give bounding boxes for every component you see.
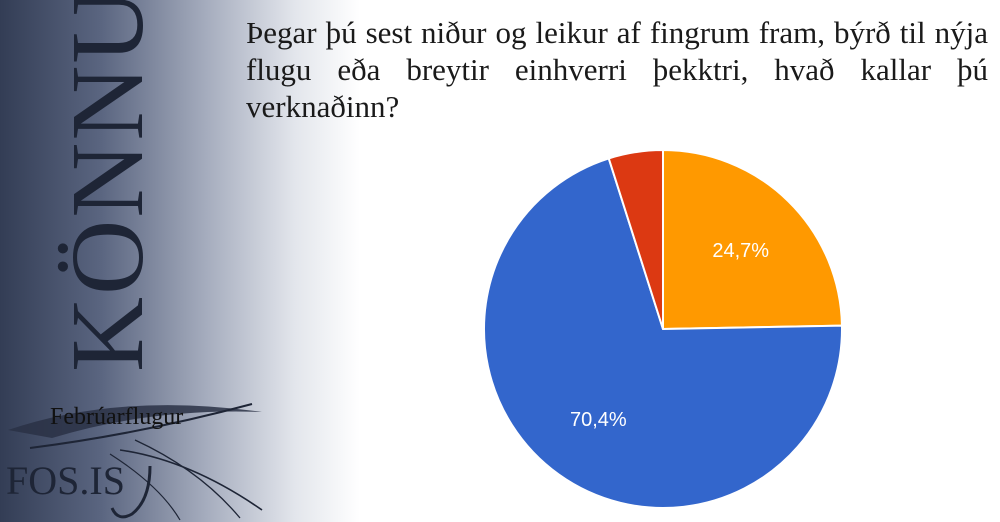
logo-name: Febrúarflugur	[50, 404, 183, 430]
pie-slice-2	[607, 148, 664, 330]
pie-labels: 24,7% 70,4%	[570, 240, 769, 431]
febrúarflugur-logo: Febrúarflugur FOS.IS	[6, 403, 263, 521]
logo-site: FOS.IS	[6, 458, 125, 503]
pie-slice-label-0: 24,7%	[712, 240, 769, 262]
pie-slices	[483, 148, 843, 509]
pie-slice-label-1: 70,4%	[570, 409, 627, 431]
question-text: Þegar þú sest niður og leikur af fingrum…	[246, 15, 988, 124]
pie-slice-0	[662, 148, 843, 331]
pie-slice-1	[483, 157, 843, 509]
